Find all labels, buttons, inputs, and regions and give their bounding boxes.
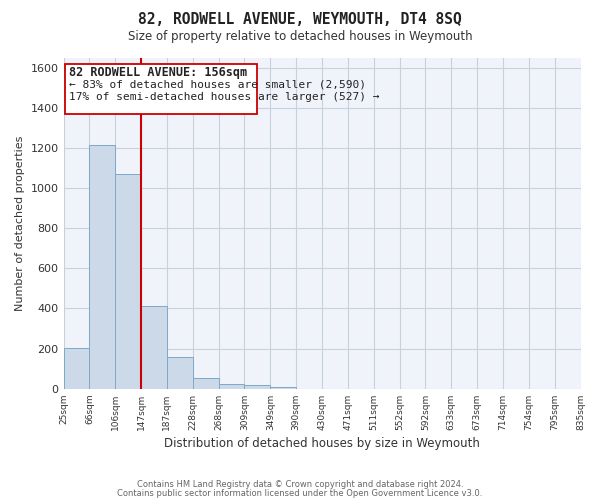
Text: Contains public sector information licensed under the Open Government Licence v3: Contains public sector information licen… <box>118 488 482 498</box>
X-axis label: Distribution of detached houses by size in Weymouth: Distribution of detached houses by size … <box>164 437 480 450</box>
Bar <box>115 174 141 389</box>
Bar <box>218 384 244 389</box>
Text: 82 RODWELL AVENUE: 156sqm: 82 RODWELL AVENUE: 156sqm <box>69 66 247 79</box>
Text: 17% of semi-detached houses are larger (527) →: 17% of semi-detached houses are larger (… <box>69 92 379 102</box>
Text: Size of property relative to detached houses in Weymouth: Size of property relative to detached ho… <box>128 30 472 43</box>
Bar <box>141 306 167 389</box>
Bar <box>89 145 115 389</box>
FancyBboxPatch shape <box>65 64 257 114</box>
Bar <box>167 356 193 389</box>
Text: Contains HM Land Registry data © Crown copyright and database right 2024.: Contains HM Land Registry data © Crown c… <box>137 480 463 489</box>
Y-axis label: Number of detached properties: Number of detached properties <box>15 136 25 311</box>
Bar <box>244 385 271 389</box>
Bar <box>64 348 89 389</box>
Text: ← 83% of detached houses are smaller (2,590): ← 83% of detached houses are smaller (2,… <box>69 80 366 90</box>
Bar <box>193 378 218 389</box>
Bar <box>271 387 296 389</box>
Text: 82, RODWELL AVENUE, WEYMOUTH, DT4 8SQ: 82, RODWELL AVENUE, WEYMOUTH, DT4 8SQ <box>138 12 462 28</box>
